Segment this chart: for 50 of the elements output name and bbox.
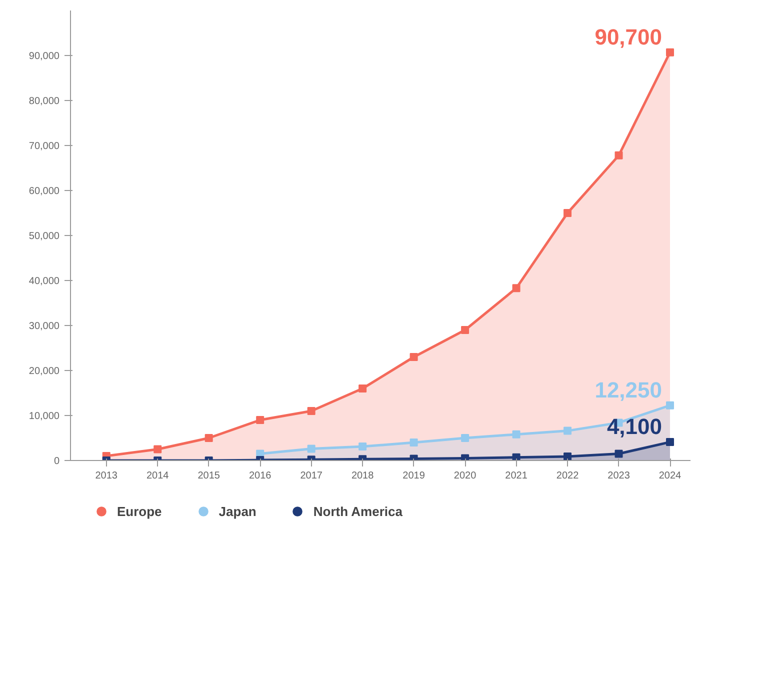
- point: [461, 434, 470, 442]
- x-tick-label: 2013: [95, 470, 118, 482]
- x-tick-label: 2020: [454, 470, 477, 482]
- point: [512, 284, 520, 292]
- point: [614, 151, 623, 160]
- point: [410, 438, 418, 446]
- point: [666, 48, 674, 56]
- x-tick-label: 2017: [300, 470, 323, 482]
- x-tick-label: 2019: [402, 470, 426, 482]
- y-tick-label: 0: [54, 456, 60, 467]
- point: [204, 434, 213, 442]
- x-tick-label: 2022: [556, 470, 580, 482]
- point: [307, 407, 316, 415]
- y-tick-label: 70,000: [28, 141, 60, 152]
- y-tick-label: 20,000: [28, 366, 60, 377]
- point: [358, 384, 367, 392]
- x-tick-label: 2023: [608, 470, 630, 482]
- point: [666, 401, 674, 410]
- point: [410, 454, 418, 460]
- data-label: 12,250: [594, 377, 662, 402]
- y-tick-label: 80,000: [28, 96, 60, 107]
- legend-label: Japan: [218, 504, 256, 518]
- x-tick-label: 2018: [351, 470, 374, 482]
- data-label: 90,700: [594, 24, 662, 50]
- point: [256, 416, 264, 424]
- x-tick-label: 2015: [198, 470, 220, 482]
- point: [307, 444, 316, 453]
- point: [666, 438, 674, 446]
- x-tick-label: 2021: [505, 470, 528, 482]
- x-tick-label: 2024: [658, 470, 682, 482]
- legend-label: Europe: [117, 504, 162, 518]
- point: [614, 450, 623, 458]
- y-tick-label: 10,000: [28, 411, 60, 422]
- point: [564, 209, 572, 217]
- x-tick-label: 2016: [248, 470, 272, 482]
- point: [564, 426, 572, 435]
- point: [461, 326, 470, 334]
- point: [410, 353, 418, 361]
- y-tick-label: 50,000: [28, 231, 60, 242]
- x-tick-label: 2014: [146, 470, 170, 482]
- y-tick-label: 60,000: [28, 186, 60, 197]
- legend-label: North America: [313, 504, 402, 518]
- y-tick-label: 90,000: [28, 51, 60, 62]
- point: [564, 452, 572, 460]
- data-label: 4,100: [606, 414, 662, 440]
- point: [512, 430, 520, 438]
- y-tick-label: 30,000: [28, 321, 60, 332]
- point: [154, 445, 162, 454]
- point: [358, 442, 367, 451]
- y-tick-label: 40,000: [28, 276, 60, 287]
